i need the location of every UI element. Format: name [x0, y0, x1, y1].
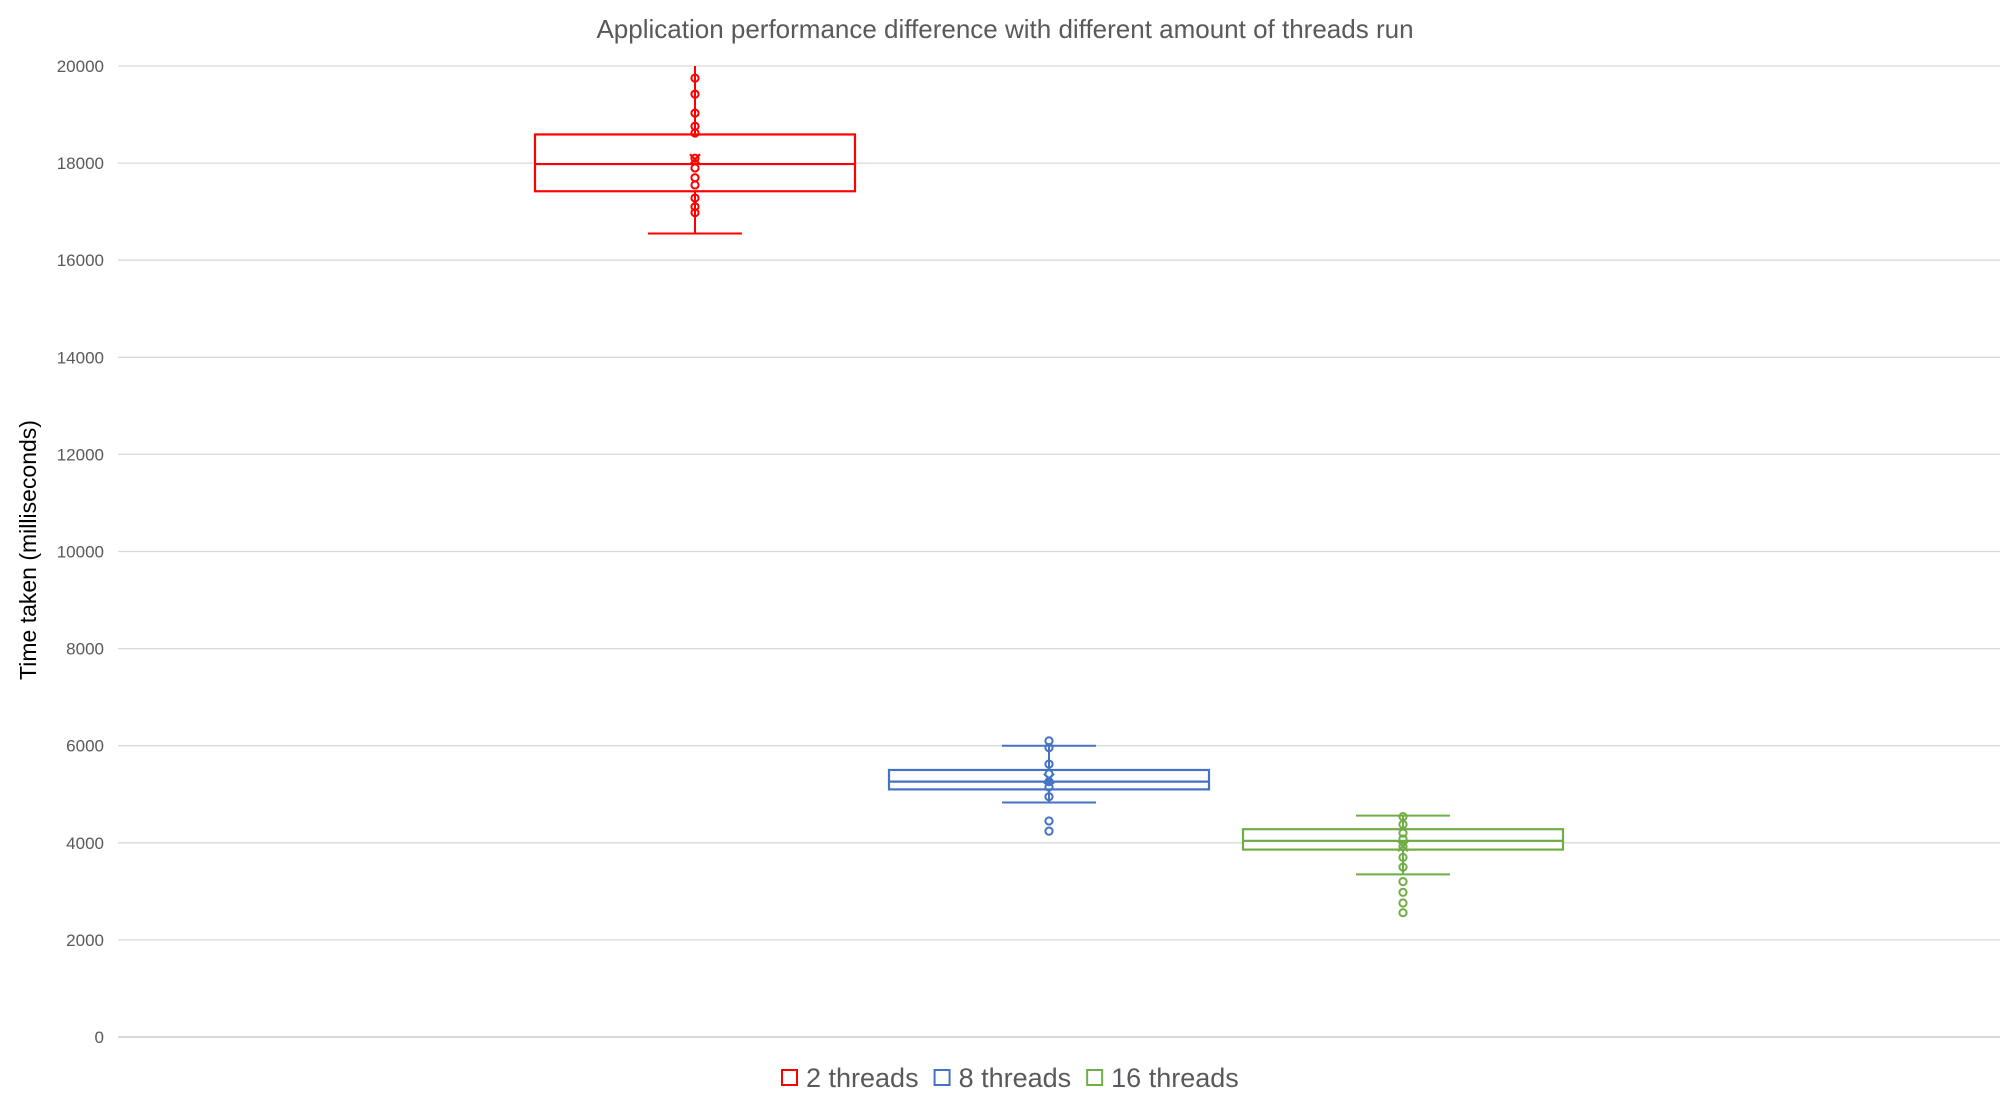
y-tick-label: 14000: [57, 348, 104, 367]
data-point: [1044, 782, 1054, 792]
y-tick-label: 20000: [57, 57, 104, 76]
box-series: [533, 66, 1565, 918]
y-tick-label: 18000: [57, 154, 104, 173]
y-tick-label: 2000: [66, 931, 104, 950]
box-iqr: [533, 133, 857, 193]
legend-label: 8 threads: [959, 1063, 1072, 1093]
legend: 2 threads 8 threads 16 threads: [781, 1063, 1239, 1093]
data-point: [690, 73, 700, 83]
y-tick-label: 4000: [66, 834, 104, 853]
y-axis-label: Time taken (milliseconds): [15, 420, 41, 680]
mean-marker-stroke: [1043, 772, 1055, 785]
y-tick-label: 8000: [66, 640, 104, 659]
data-point: [690, 89, 700, 99]
y-tick-label: 0: [95, 1028, 104, 1047]
y-tick-label: 16000: [57, 251, 104, 270]
data-point: [690, 202, 700, 212]
legend-item-2: 8 threads: [933, 1063, 1072, 1093]
data-point: [690, 128, 700, 138]
legend-swatch: [1086, 1069, 1104, 1086]
legend-swatch: [781, 1069, 798, 1086]
data-point: [1398, 842, 1408, 852]
y-tick-labels: 0 2000 4000 6000 8000 10000 12000 14000 16000 180…: [57, 57, 104, 1047]
box-3: [1241, 811, 1565, 918]
data-point: [1398, 887, 1408, 897]
data-point: [1398, 819, 1408, 829]
data-point: [1398, 852, 1408, 862]
data-point: [690, 180, 700, 190]
legend-item-1: 2 threads: [781, 1063, 919, 1093]
data-point: [690, 108, 700, 118]
data-point: [690, 208, 700, 218]
data-point: [1044, 826, 1054, 836]
data-point: [1398, 828, 1408, 838]
data-point: [1398, 898, 1408, 908]
y-tick-label: 10000: [57, 543, 104, 562]
legend-item-3: 16 threads: [1086, 1063, 1239, 1093]
data-point: [690, 163, 700, 173]
data-point: [690, 193, 700, 203]
data-point: [1044, 792, 1054, 802]
legend-swatch: [933, 1069, 951, 1086]
y-tick-label: 6000: [66, 737, 104, 756]
data-point: [1044, 743, 1054, 753]
box-2: [887, 736, 1211, 836]
data-point: [690, 153, 700, 163]
mean-marker: [1043, 772, 1055, 785]
y-tick-label: 12000: [57, 445, 104, 464]
gridlines: [118, 65, 2000, 1038]
legend-label: 2 threads: [806, 1063, 919, 1093]
data-point: [1044, 816, 1054, 826]
chart-title: Application performance difference with …: [596, 14, 1413, 44]
data-point: [1398, 877, 1408, 887]
mean-marker-stroke: [1397, 840, 1409, 852]
box-1: [533, 66, 857, 235]
data-point: [1398, 862, 1408, 872]
legend-label: 16 threads: [1111, 1063, 1239, 1093]
mean-marker: [689, 153, 701, 165]
data-point: [1398, 908, 1408, 918]
data-point: [1044, 759, 1054, 769]
mean-marker-stroke: [689, 153, 701, 165]
mean-marker: [1397, 840, 1409, 852]
